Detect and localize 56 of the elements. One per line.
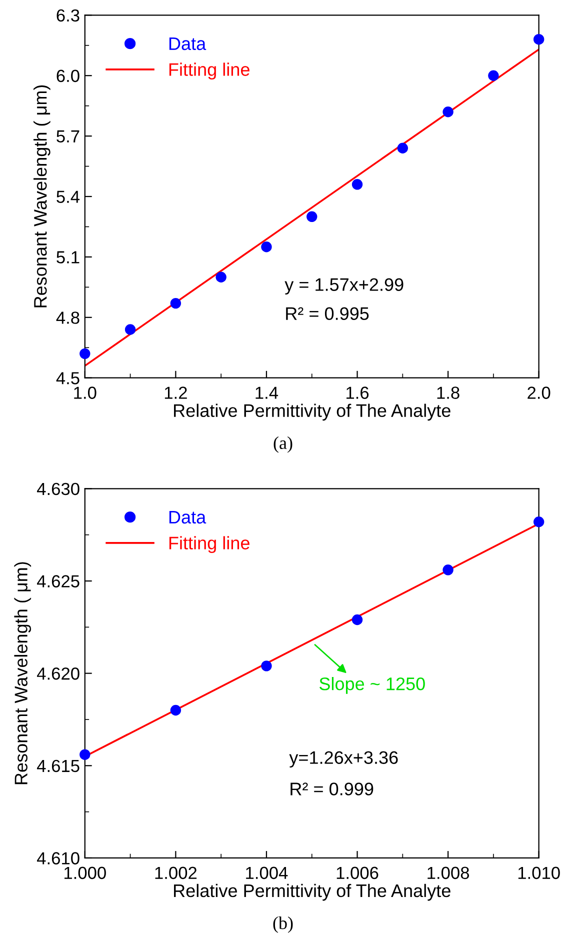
y-tick-label: 4.610 [36, 852, 80, 864]
x-tick-label: 1.010 [518, 866, 560, 880]
point [533, 516, 544, 528]
legend-label: Fitting line [169, 536, 250, 554]
legend-label: Data [169, 37, 206, 50]
point [170, 298, 182, 309]
x-tick-label: 1.004 [246, 866, 288, 880]
point [352, 179, 363, 190]
annotation: y = 1.57x+2.99 [284, 278, 404, 295]
y-tick-label: 4.8 [56, 312, 80, 324]
x-tick-label: 1.8 [437, 386, 460, 399]
annotation: Slope ~ 1250 [319, 677, 425, 694]
text: (b) [273, 916, 293, 933]
x-axis-title: Relative Permittivity of The Analyte [174, 404, 450, 421]
y-tick-label: 4.630 [36, 482, 80, 496]
x-tick-label: 2.0 [528, 386, 550, 399]
point [124, 324, 136, 335]
point [261, 660, 272, 672]
point [397, 142, 408, 154]
y-tick-label: 6.3 [56, 9, 80, 22]
legend-label: Data [169, 510, 206, 524]
annotation: R² = 0.999 [290, 782, 374, 796]
y-axis-title: Resonant Wavelength ( μm) [34, 85, 50, 308]
x-axis-title: Relative Permittivity of The Analyte [174, 884, 450, 901]
x-tick-label: 1.002 [155, 866, 197, 880]
y-axis-title: Resonant Wavelength ( μm) [14, 562, 32, 784]
y-tick-label: 4.615 [36, 760, 80, 772]
point [533, 34, 544, 45]
x-tick-label: 1.0 [74, 386, 96, 399]
point [442, 106, 454, 118]
y-tick-label: 4.5 [56, 372, 80, 384]
annotation: y=1.26x+3.36 [289, 751, 398, 768]
point [306, 211, 318, 222]
point [442, 564, 454, 576]
y-tick-label: 5.7 [56, 130, 80, 143]
y-tick-label: 6.0 [56, 70, 80, 82]
text: (a) [274, 436, 292, 453]
x-tick-label: 1.000 [64, 866, 106, 880]
point [488, 70, 499, 81]
x-tick-label: 1.6 [346, 386, 369, 399]
point [170, 704, 182, 716]
legend-label: Fitting line [169, 62, 250, 80]
x-tick-label: 1.006 [336, 866, 378, 880]
point [216, 272, 226, 282]
point [80, 348, 90, 360]
point [261, 242, 272, 252]
annotation: R² = 0.995 [286, 307, 369, 320]
y-tick-label: 5.1 [56, 251, 80, 264]
x-tick-label: 1.008 [428, 866, 470, 880]
x-tick-label: 1.2 [164, 386, 187, 399]
point [80, 749, 90, 760]
point [352, 614, 363, 626]
x-tick-label: 1.4 [256, 386, 278, 399]
y-tick-label: 5.4 [56, 190, 80, 203]
y-tick-label: 4.625 [36, 575, 80, 588]
y-tick-label: 4.620 [36, 667, 80, 680]
